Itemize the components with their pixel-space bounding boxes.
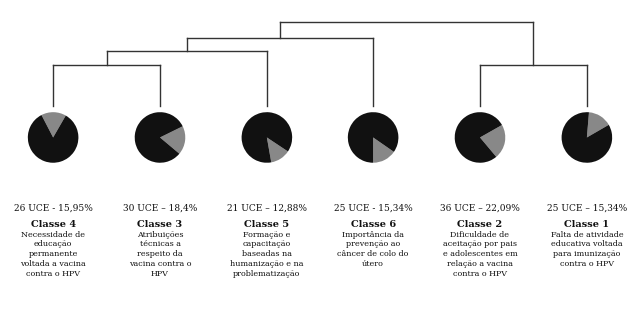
Wedge shape: [455, 112, 502, 163]
Text: Classe 4: Classe 4: [31, 220, 76, 228]
Text: Classe 1: Classe 1: [564, 220, 609, 228]
Text: Formação e
capacitação
baseadas na
humanização e na
problematização: Formação e capacitação baseadas na human…: [230, 231, 303, 278]
Wedge shape: [42, 112, 66, 137]
Text: Dificuldade de
aceitação por pais
e adolescentes em
relação a vacina
contra o HP: Dificuldade de aceitação por pais e adol…: [443, 231, 517, 278]
Wedge shape: [28, 115, 78, 163]
Text: 36 UCE – 22,09%: 36 UCE – 22,09%: [440, 204, 520, 213]
Text: Necessidade de
educação
permanente
voltada a vacina
contra o HPV: Necessidade de educação permanente volta…: [20, 231, 86, 278]
Wedge shape: [587, 112, 609, 137]
Wedge shape: [373, 137, 394, 163]
Text: 26 UCE - 15,95%: 26 UCE - 15,95%: [13, 204, 93, 213]
Text: Classe 5: Classe 5: [244, 220, 289, 228]
Text: Classe 2: Classe 2: [458, 220, 502, 228]
Text: Atribuições
técnicas a
respeito da
vacina contra o
HPV: Atribuições técnicas a respeito da vacin…: [129, 231, 191, 278]
Wedge shape: [160, 126, 185, 154]
Text: 25 UCE – 15,34%: 25 UCE – 15,34%: [547, 204, 627, 213]
Text: 25 UCE - 15,34%: 25 UCE - 15,34%: [333, 204, 413, 213]
Wedge shape: [348, 112, 398, 163]
Wedge shape: [242, 112, 292, 163]
Wedge shape: [135, 112, 182, 163]
Wedge shape: [267, 137, 288, 162]
Wedge shape: [480, 125, 505, 157]
Text: 30 UCE – 18,4%: 30 UCE – 18,4%: [123, 204, 197, 213]
Text: Classe 3: Classe 3: [138, 220, 182, 228]
Text: Falta de atividade
educativa voltada
para imunização
contra o HPV: Falta de atividade educativa voltada par…: [550, 231, 623, 268]
Wedge shape: [561, 112, 612, 163]
Text: Importância da
prevenção ao
câncer de colo do
útero: Importância da prevenção ao câncer de co…: [337, 231, 409, 268]
Text: 21 UCE – 12,88%: 21 UCE – 12,88%: [227, 204, 307, 213]
Text: Classe 6: Classe 6: [351, 220, 396, 228]
